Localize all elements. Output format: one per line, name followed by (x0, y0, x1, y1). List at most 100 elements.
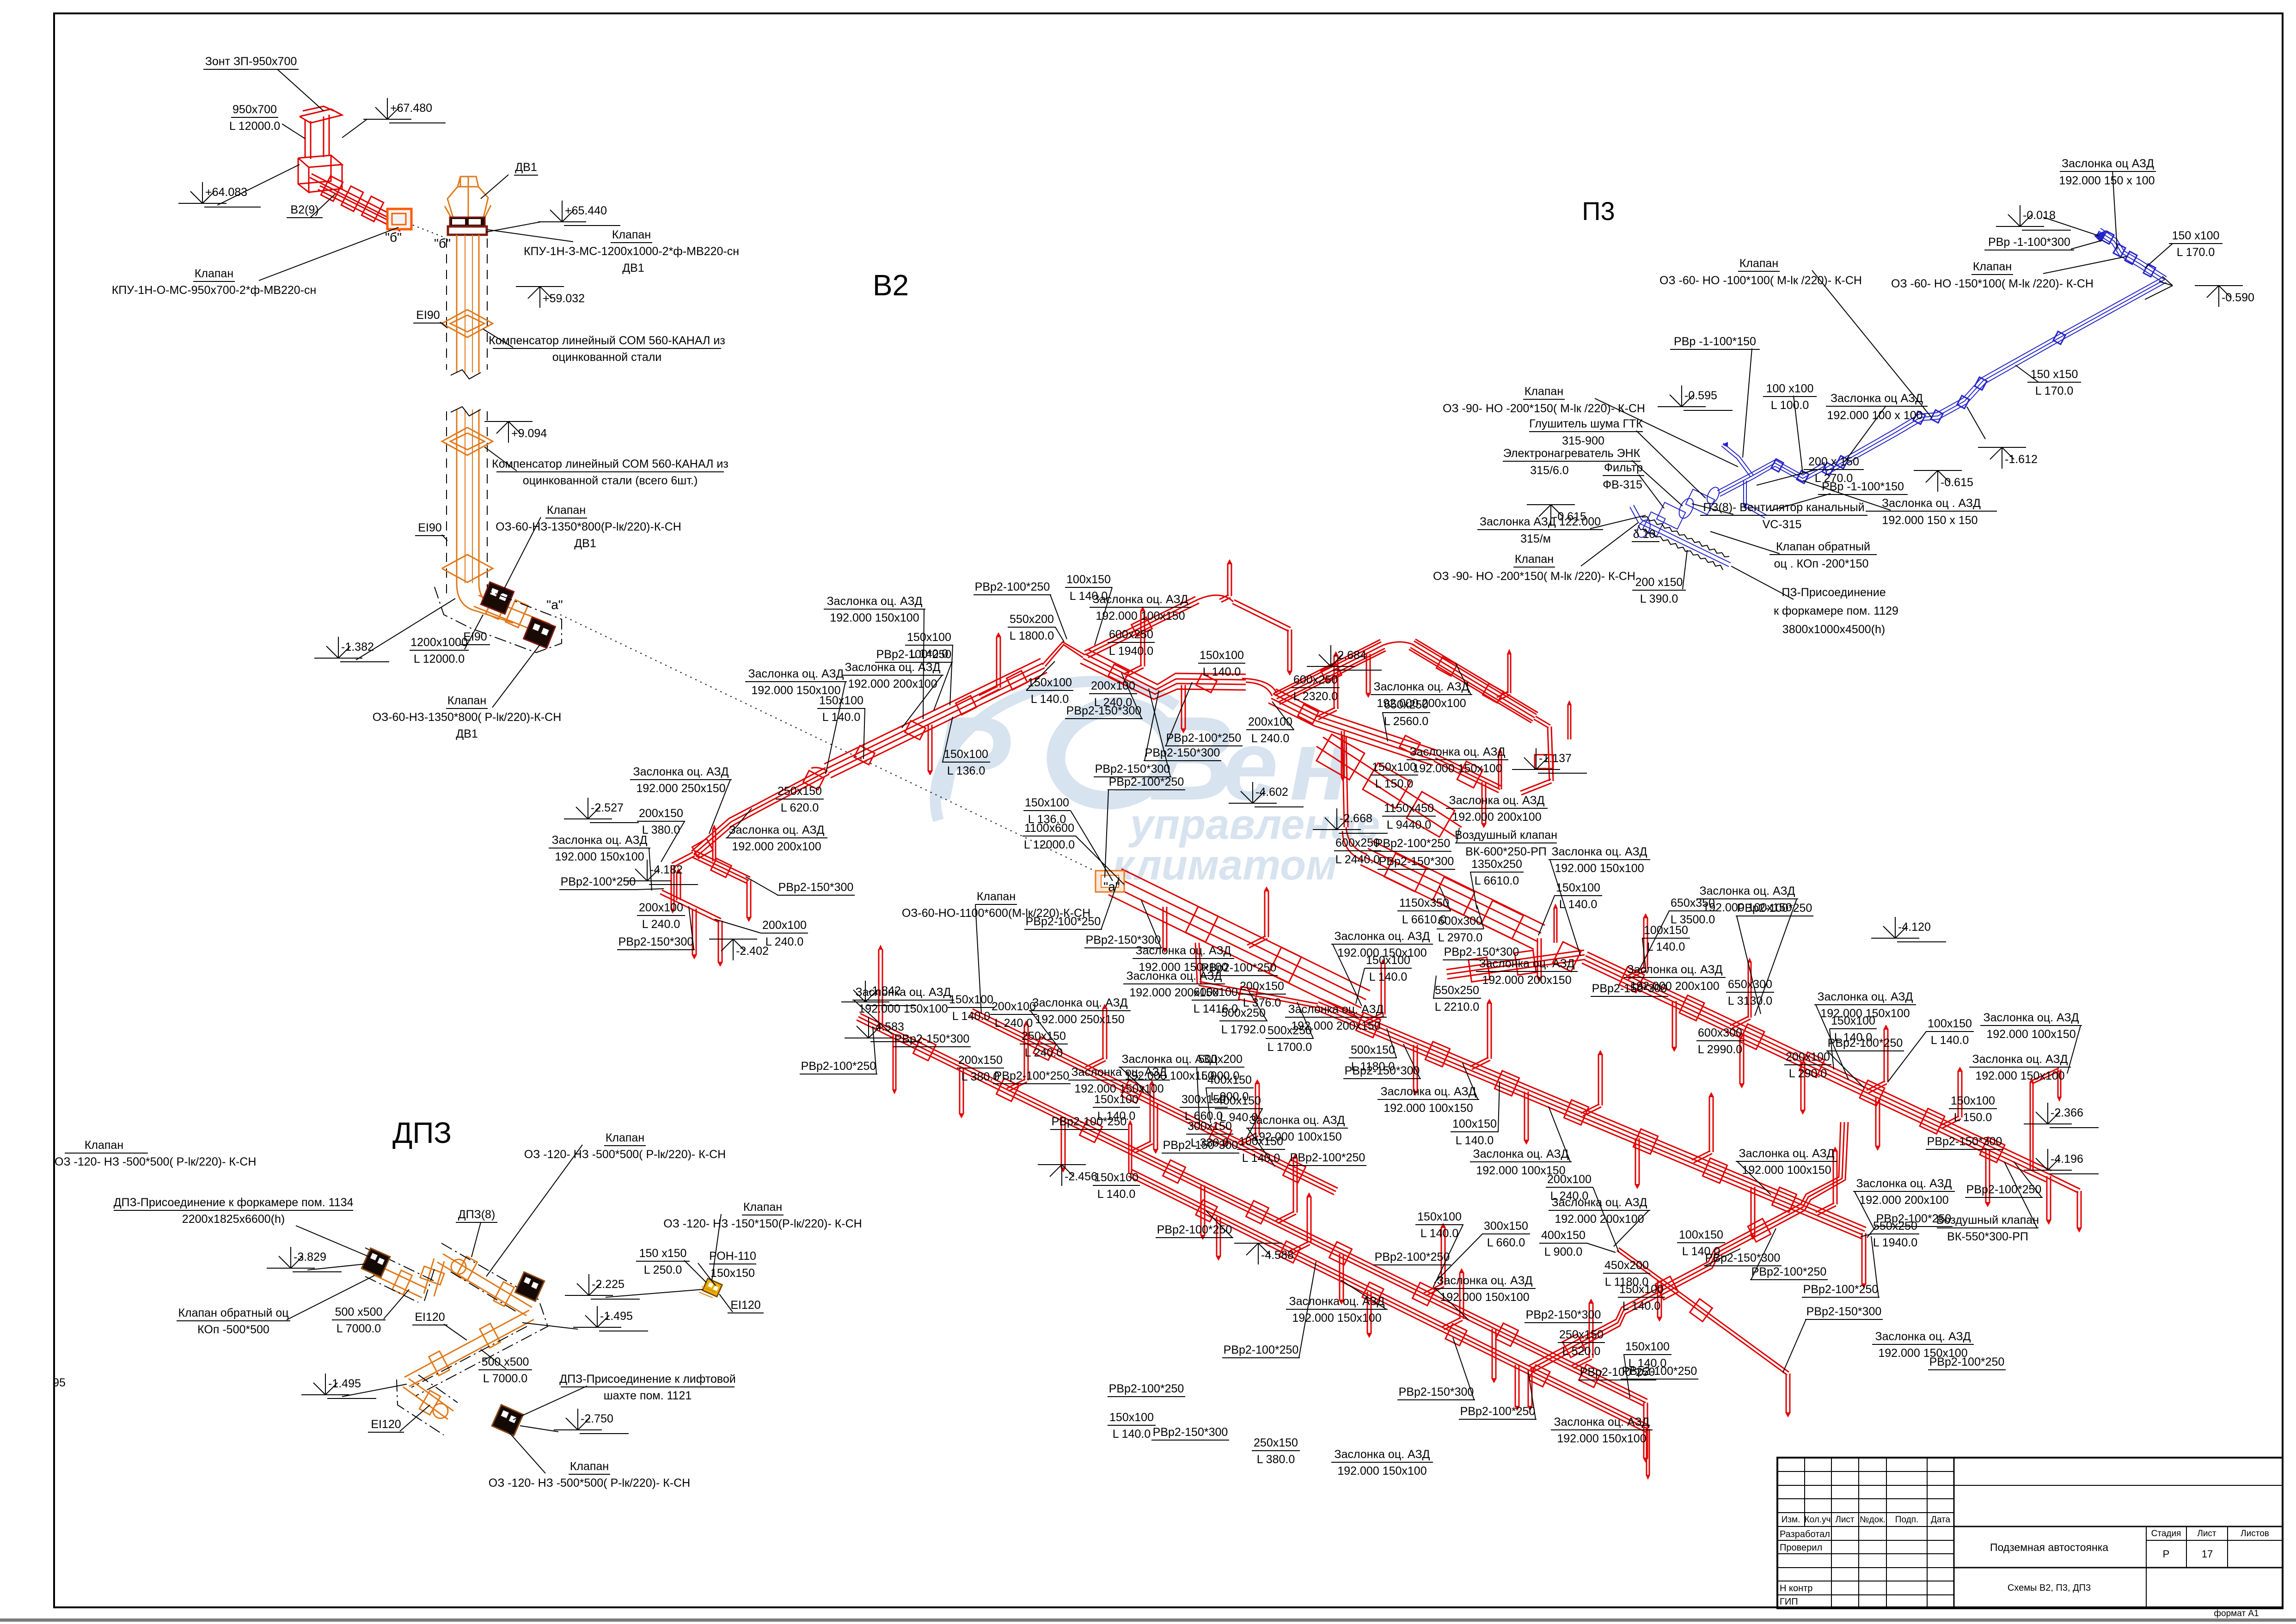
svg-text:РВр2-150*300: РВр2-150*300 (1163, 1139, 1238, 1152)
svg-text:L 140.0: L 140.0 (952, 1010, 990, 1023)
svg-text:192.000 150x100: 192.000 150x100 (1878, 1347, 1967, 1360)
svg-text:ОЗ -120- НЗ -150*150(Р-lк/220): ОЗ -120- НЗ -150*150(Р-lк/220)- К-СН (663, 1217, 862, 1230)
svg-text:РВр2-150*300: РВр2-150*300 (1066, 704, 1142, 717)
svg-text:Заслонка оц. АЗД: Заслонка оц. АЗД (1984, 1011, 2079, 1024)
svg-text:150x100: 150x100 (1094, 1171, 1139, 1184)
svg-text:192.000 100x150: 192.000 100x150 (1742, 1164, 1831, 1177)
svg-text:Компенсатор линейный СОМ 560-К: Компенсатор линейный СОМ 560-КАНАЛ из (492, 458, 729, 470)
svg-text:600x300: 600x300 (1438, 915, 1482, 928)
svg-text:-2.456: -2.456 (1065, 1170, 1097, 1183)
svg-text:-1.495: -1.495 (328, 1377, 361, 1390)
svg-text:L 140.0: L 140.0 (1070, 590, 1108, 603)
svg-text:РВр2-100*250: РВр2-100*250 (1929, 1355, 2005, 1368)
svg-text:Проверил: Проверил (1780, 1543, 1822, 1553)
svg-text:-4.583: -4.583 (871, 1020, 904, 1033)
svg-text:150x100: 150x100 (944, 748, 988, 761)
svg-text:L 150.0: L 150.0 (1375, 777, 1413, 790)
svg-text:L 620.0: L 620.0 (781, 801, 819, 814)
svg-text:РВр2-100*250: РВр2-100*250 (801, 1060, 876, 1073)
svg-text:-2.750: -2.750 (581, 1412, 613, 1425)
svg-text:Заслонка оц. АЗД: Заслонка оц. АЗД (1739, 1147, 1835, 1160)
svg-text:192.000 150 x 100: 192.000 150 x 100 (2059, 174, 2155, 187)
svg-text:Заслонка оц. АЗД: Заслонка оц. АЗД (1410, 745, 1506, 758)
svg-text:ОЗ -120- НЗ -500*500( Р-lк/22: ОЗ -120- НЗ -500*500( Р-lк/220)- К-СН (524, 1148, 726, 1161)
svg-text:Кол.уч: Кол.уч (1805, 1515, 1831, 1525)
svg-text:РВр2-150*300: РВр2-150*300 (1806, 1305, 1882, 1318)
svg-text:L 6610.0: L 6610.0 (1402, 913, 1446, 926)
svg-text:500 x500: 500 x500 (335, 1306, 383, 1319)
svg-text:ВК-550*300-РП: ВК-550*300-РП (1947, 1230, 2028, 1243)
svg-text:L 140.0: L 140.0 (1931, 1034, 1969, 1047)
svg-text:РВр2-100*250: РВр2-100*250 (561, 875, 636, 888)
svg-text:Заслонка оц АЗД: Заслонка оц АЗД (1831, 392, 1923, 405)
svg-text:РВр2-100*250: РВр2-100*250 (1876, 1212, 1952, 1225)
svg-text:Изм.: Изм. (1782, 1515, 1800, 1525)
svg-text:РВр2-150*300: РВр2-150*300 (1592, 982, 1667, 995)
svg-text:650x250: 650x250 (1384, 698, 1428, 711)
svg-text:150x100: 150x100 (1619, 1283, 1664, 1296)
svg-text:L 140.0: L 140.0 (1113, 1428, 1151, 1441)
svg-text:-0.595: -0.595 (1684, 389, 1717, 402)
svg-text:РВр2-100*250: РВр2-100*250 (1375, 837, 1451, 850)
svg-text:Заслонка оц. АЗД: Заслонка оц. АЗД (1122, 1053, 1218, 1066)
svg-text:П3: П3 (1582, 196, 1615, 226)
svg-text:РВр -1-100*150: РВр -1-100*150 (1674, 335, 1756, 348)
svg-text:РВр2-150*300: РВр2-150*300 (1345, 1064, 1420, 1077)
svg-text:Заслонка оц. АЗД: Заслонка оц. АЗД (1856, 1177, 1952, 1190)
svg-text:200x150: 200x150 (1240, 980, 1284, 993)
svg-text:192.000 150x100: 192.000 150x100 (1074, 1082, 1163, 1095)
svg-text:EI90: EI90 (418, 521, 441, 534)
svg-text:РВр2-150*300: РВр2-150*300 (1153, 1426, 1228, 1439)
svg-text:L 140.0: L 140.0 (1647, 940, 1685, 953)
svg-text:Заслонка оц. АЗД: Заслонка оц. АЗД (845, 661, 941, 674)
svg-text:L 250.0: L 250.0 (644, 1264, 682, 1276)
svg-text:Заслонка оц. АЗД: Заслонка оц. АЗД (552, 834, 648, 847)
svg-text:L 390.0: L 390.0 (1640, 592, 1678, 605)
svg-text:Подп.: Подп. (1895, 1515, 1918, 1525)
svg-text:150x100: 150x100 (1028, 676, 1072, 689)
svg-text:1150x350: 1150x350 (1399, 897, 1449, 910)
svg-text:РВр2-100*250: РВр2-100*250 (1828, 1037, 1903, 1050)
svg-text:-2.527: -2.527 (591, 801, 624, 814)
svg-text:-1.612: -1.612 (2005, 453, 2038, 466)
svg-text:В2(9): В2(9) (290, 203, 318, 216)
svg-text:ОЗ-60-НЗ-1350*800( Р-lк/220)-К: ОЗ-60-НЗ-1350*800( Р-lк/220)-К-СН (373, 711, 562, 724)
svg-text:Воздушный клапан: Воздушный клапан (1455, 829, 1557, 842)
svg-text:Схемы В2, П3, ДП3: Схемы В2, П3, ДП3 (2008, 1583, 2091, 1593)
svg-text:РВр2-150*300: РВр2-150*300 (1086, 934, 1161, 946)
svg-text:к форкамере пом. 1129: к форкамере пом. 1129 (1774, 604, 1898, 617)
svg-text:L 940.0: L 940.0 (1220, 1111, 1258, 1124)
svg-text:№док.: №док. (1860, 1515, 1886, 1525)
svg-text:L 136.0: L 136.0 (947, 764, 985, 777)
svg-text:Заслонка оц. АЗД: Заслонка оц. АЗД (1289, 1295, 1385, 1308)
svg-text:L 140.0: L 140.0 (1559, 898, 1597, 911)
svg-text:150x100: 150x100 (1417, 1210, 1462, 1223)
svg-text:ОЗ-60-НО-1100*600(М-lк/220)-К-: ОЗ-60-НО-1100*600(М-lк/220)-К-СН (902, 907, 1090, 920)
svg-text:Зонт ЗП-950х700: Зонт ЗП-950х700 (205, 55, 297, 68)
svg-text:L 1792.0: L 1792.0 (1221, 1023, 1266, 1036)
svg-text:е: е (1223, 709, 1278, 821)
svg-text:-2.668: -2.668 (1340, 812, 1372, 825)
svg-text:ДВ1: ДВ1 (456, 727, 478, 740)
svg-text:L 1800.0: L 1800.0 (1010, 629, 1054, 642)
svg-text:-2.225: -2.225 (592, 1278, 625, 1291)
svg-text:L 140.0: L 140.0 (1623, 1300, 1660, 1313)
svg-text:ОЗ -60- НО -100*100( М-lк /22: ОЗ -60- НО -100*100( М-lк /220)- К-СН (1659, 274, 1862, 287)
svg-text:L 140.0: L 140.0 (1203, 665, 1241, 678)
svg-text:200x150: 200x150 (639, 807, 683, 820)
svg-text:192.000 150x100: 192.000 150x100 (1337, 1465, 1427, 1477)
svg-text:95: 95 (53, 1376, 66, 1389)
svg-text:РВр2-100*250: РВр2-100*250 (1109, 1382, 1184, 1395)
svg-text:ПЗ-Присоединение: ПЗ-Присоединение (1782, 586, 1886, 599)
svg-text:192.000 100x150: 192.000 100x150 (1096, 610, 1185, 623)
svg-text:L 140.0: L 140.0 (1420, 1227, 1458, 1240)
svg-text:192.000 100x150: 192.000 100x150 (1986, 1028, 2076, 1041)
svg-text:Лист: Лист (2197, 1529, 2216, 1539)
svg-text:150x100: 150x100 (1556, 881, 1600, 894)
svg-text:РВр2-150*300: РВр2-150*300 (1145, 746, 1220, 759)
svg-text:192.000 150x100: 192.000 150x100 (1337, 946, 1427, 959)
svg-text:ДВ1: ДВ1 (574, 537, 596, 550)
svg-text:РВр2-100*250: РВр2-100*250 (1966, 1183, 2042, 1196)
svg-text:L 2210.0: L 2210.0 (1435, 1001, 1479, 1013)
svg-text:EI120: EI120 (730, 1299, 760, 1312)
